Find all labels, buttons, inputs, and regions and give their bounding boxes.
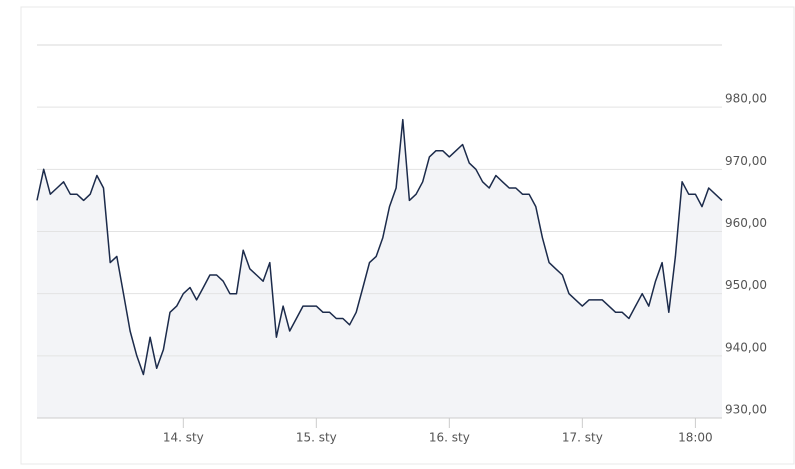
y-tick-label: 940,00 <box>725 340 767 354</box>
x-tick-label: 14. sty <box>163 431 204 445</box>
x-tick-label: 18:00 <box>678 431 713 445</box>
y-tick-label: 980,00 <box>725 92 767 106</box>
y-tick-label: 950,00 <box>725 278 767 292</box>
area <box>37 119 722 418</box>
y-tick-label: 930,00 <box>725 403 767 417</box>
y-tick-label: 960,00 <box>725 216 767 230</box>
x-tick-label: 16. sty <box>429 431 470 445</box>
x-tick-label: 17. sty <box>562 431 603 445</box>
y-tick-label: 970,00 <box>725 154 767 168</box>
x-tick-label: 15. sty <box>296 431 337 445</box>
line <box>36 118 723 376</box>
